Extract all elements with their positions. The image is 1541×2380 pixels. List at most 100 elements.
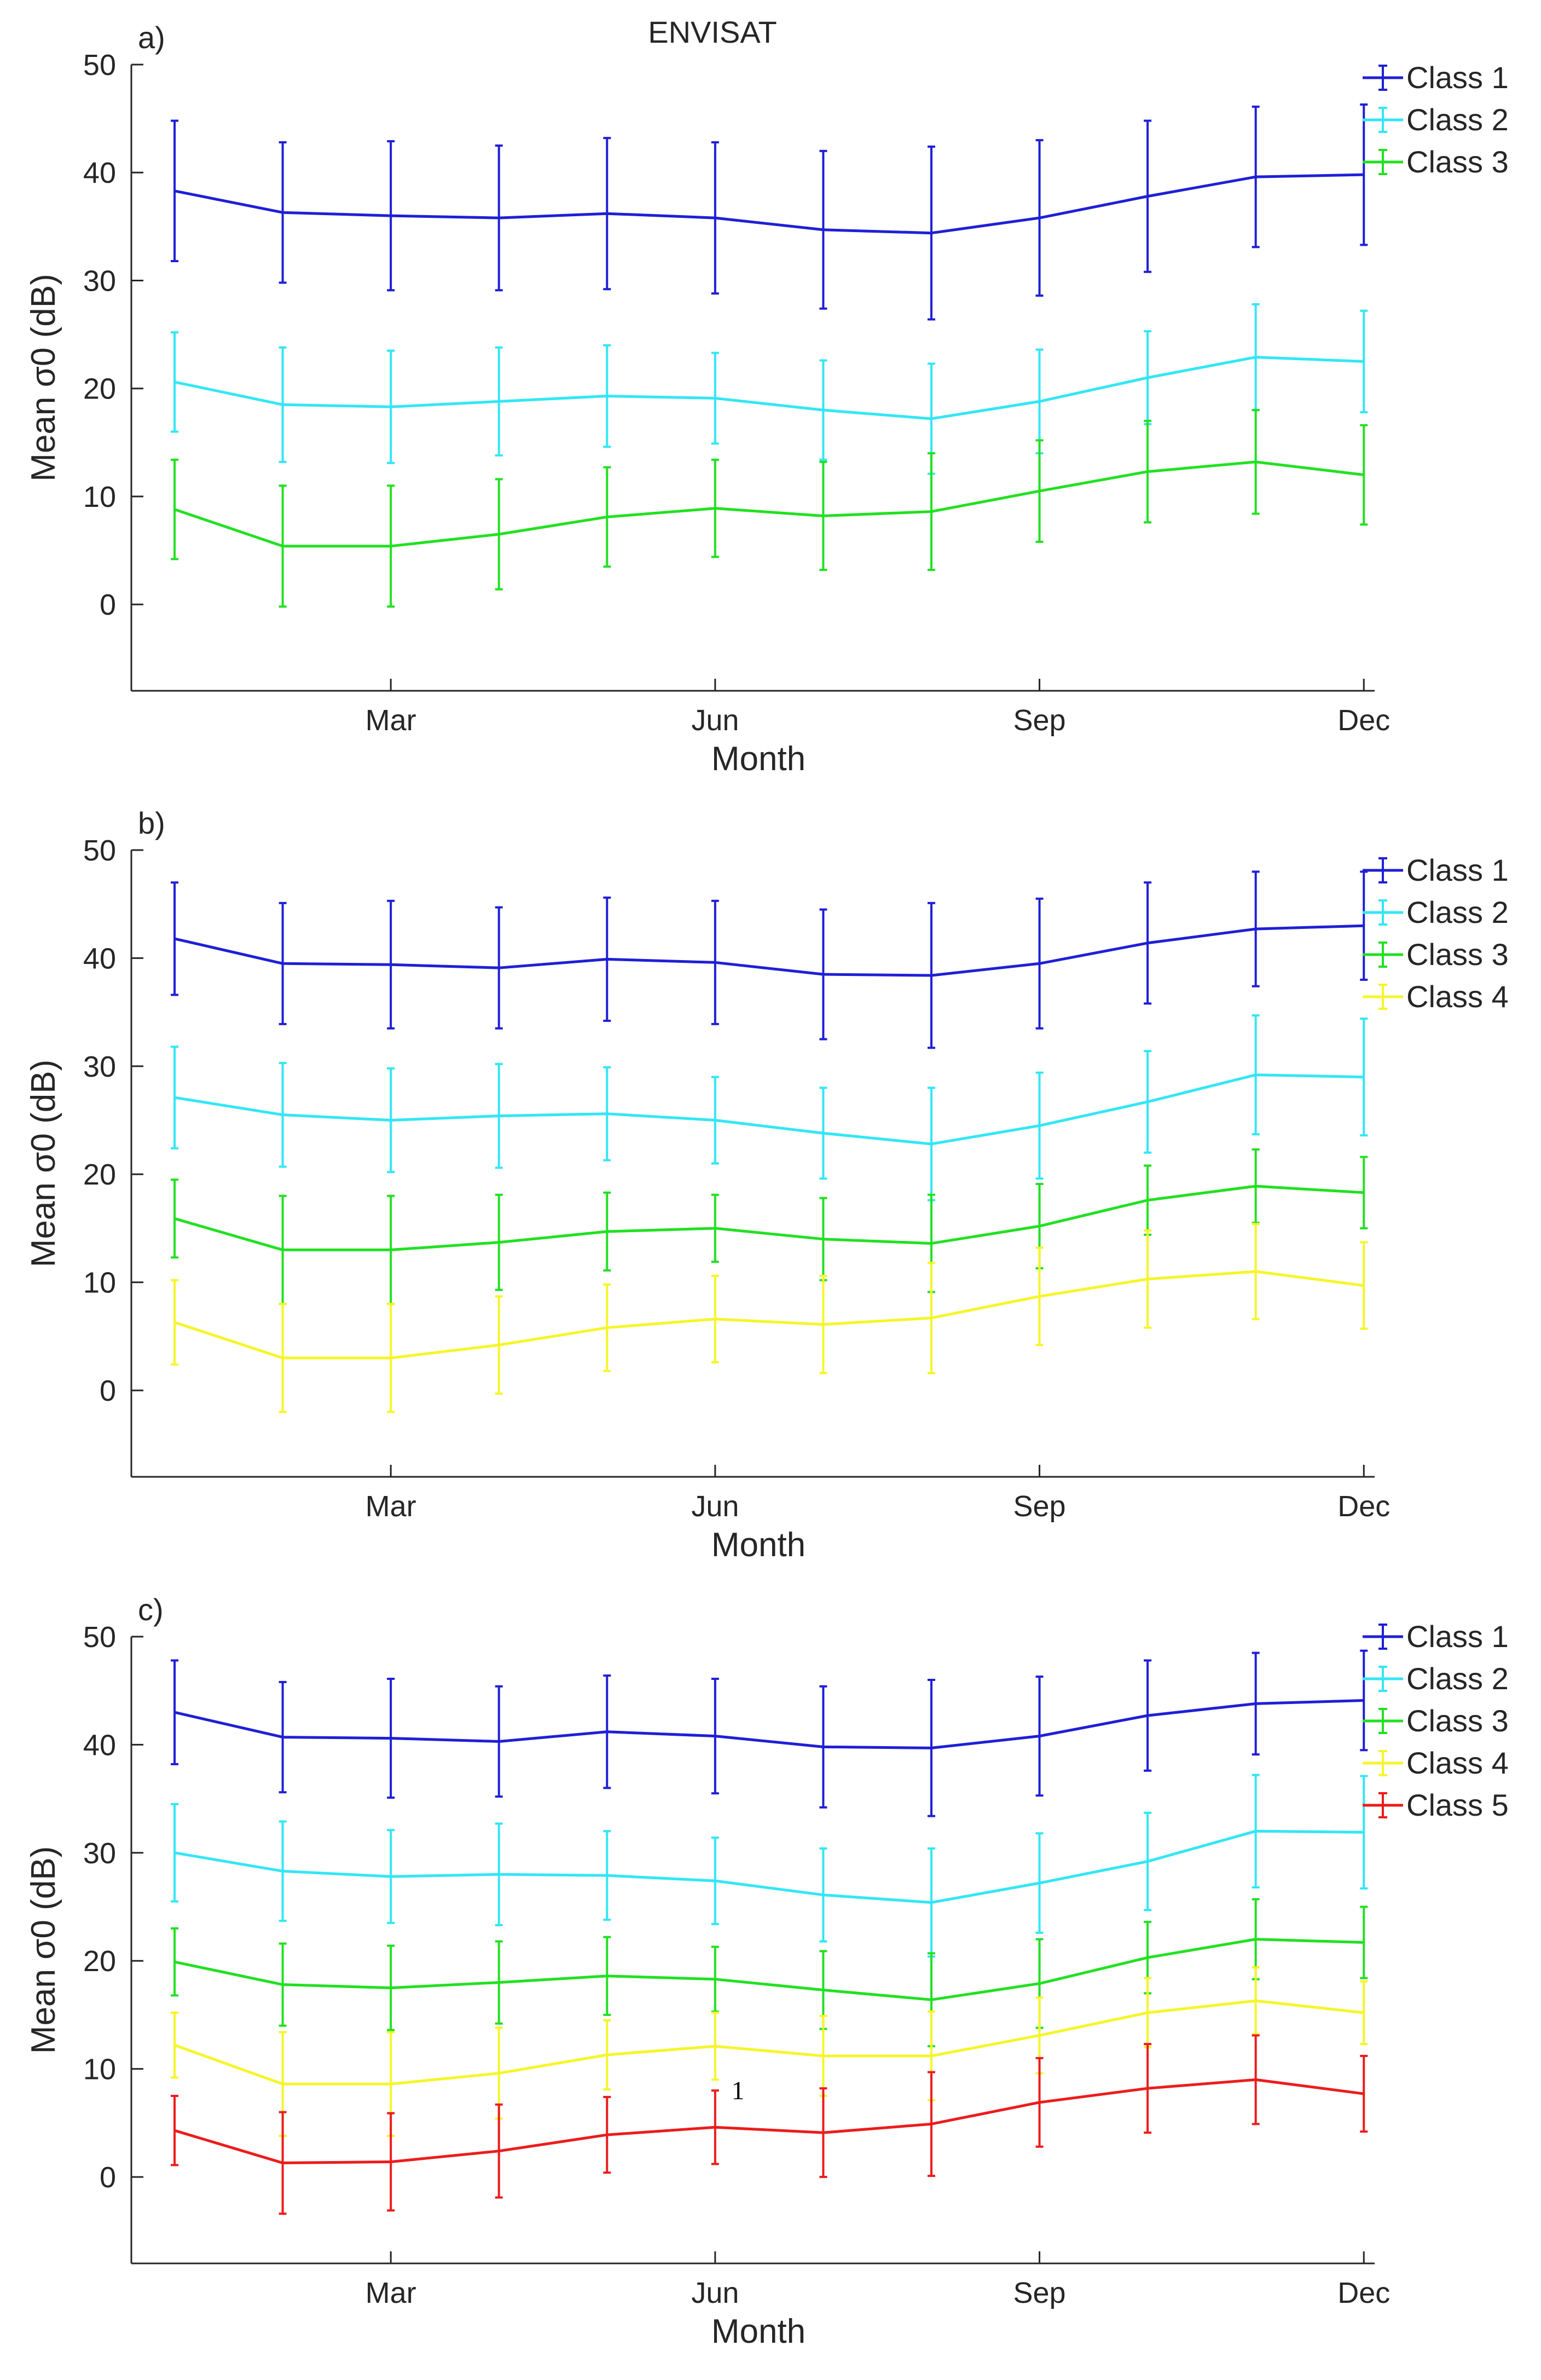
series-line [174, 1185, 1364, 1251]
data-point [498, 2150, 500, 2152]
data-point [1147, 471, 1149, 472]
data-point [1039, 401, 1040, 402]
legend-label: Class 1 [1406, 60, 1509, 95]
series-class-4 [171, 1223, 1368, 1413]
data-point [1039, 2035, 1040, 2036]
data-point [1363, 1192, 1365, 1193]
data-point [1363, 1285, 1365, 1286]
data-point [606, 1731, 608, 1732]
data-point [282, 404, 283, 406]
data-point [390, 2083, 392, 2085]
data-point [498, 217, 500, 219]
data-point [714, 397, 716, 399]
data-point [714, 217, 716, 219]
data-point [282, 1114, 283, 1116]
data-point [174, 1321, 176, 1323]
series-class-2 [171, 1014, 1368, 1201]
y-tick-label: 30 [83, 1837, 116, 1870]
data-point [930, 2055, 932, 2056]
data-point [498, 967, 500, 969]
series-class-3 [171, 1148, 1368, 1305]
chart-panel-2: 0 10 20 30 40 50 Mar Jun Sep Dec Month Mean σ0 (dB)… [25, 806, 1509, 1564]
data-point [390, 1737, 392, 1739]
legend-label: Class 2 [1406, 102, 1509, 137]
data-point [1363, 1832, 1365, 1833]
legend-label: Class 1 [1406, 1619, 1509, 1654]
data-point [1039, 1882, 1040, 1884]
series-class-3 [171, 409, 1368, 608]
series-line [174, 1270, 1364, 1360]
series-line [174, 1999, 1364, 2086]
data-point [282, 1249, 283, 1251]
series-line [174, 1938, 1364, 2001]
data-point [930, 1747, 932, 1749]
data-point [930, 1143, 932, 1145]
data-point [714, 962, 716, 963]
data-point [498, 401, 500, 402]
data-point [1255, 928, 1256, 930]
y-tick-label: 30 [83, 1050, 116, 1083]
legend-label: Class 2 [1406, 1661, 1509, 1696]
data-point [930, 2123, 932, 2125]
data-point [1147, 2088, 1149, 2089]
data-point [1147, 942, 1149, 944]
y-tick-label: 20 [83, 1158, 116, 1191]
data-point [1147, 195, 1149, 197]
data-point [1039, 2101, 1040, 2103]
data-point [282, 545, 283, 547]
data-point [822, 1238, 824, 1240]
x-tick-label: Dec [1337, 704, 1390, 737]
data-point [1039, 1226, 1040, 1227]
legend-label: Class 3 [1406, 937, 1509, 972]
x-tick-label: Sep [1013, 2277, 1066, 2309]
x-tick-label: Jun [691, 2277, 739, 2309]
data-point [1255, 461, 1256, 463]
data-point [1363, 925, 1365, 927]
x-tick-label: Sep [1013, 704, 1066, 737]
data-point [714, 1978, 716, 1980]
series-class-4 [171, 1966, 1368, 2138]
data-point [1147, 2012, 1149, 2013]
data-point [714, 2046, 716, 2047]
data-point [930, 1317, 932, 1319]
data-point [1147, 1101, 1149, 1102]
legend-label: Class 1 [1406, 853, 1509, 887]
data-point [1255, 1703, 1256, 1705]
data-point [822, 515, 824, 517]
data-point [606, 1327, 608, 1328]
series-line [174, 1073, 1364, 1146]
legend-item: Class 1 [1363, 853, 1509, 887]
data-point [930, 1902, 932, 1903]
data-point [1039, 1125, 1040, 1127]
data-point [822, 229, 824, 230]
data-point [714, 1318, 716, 1320]
annotation: 1 [731, 2076, 744, 2105]
data-point [606, 1875, 608, 1876]
data-point [498, 1115, 500, 1117]
data-point [1363, 2012, 1365, 2013]
data-point [606, 395, 608, 397]
data-point [390, 964, 392, 966]
data-point [390, 545, 392, 547]
data-point [1363, 2093, 1365, 2095]
data-point [714, 1735, 716, 1737]
legend-item: Class 2 [1363, 895, 1509, 929]
data-point [606, 2134, 608, 2136]
figure-title: ENVISAT [648, 15, 777, 49]
legend: Class 1 Class 2 Class 3 Class 4 Class 5 [1363, 1619, 1509, 1822]
data-point [822, 974, 824, 975]
data-point [282, 1357, 283, 1359]
data-point [174, 2044, 176, 2046]
data-point [1039, 963, 1040, 964]
data-point [606, 213, 608, 215]
legend-label: Class 5 [1406, 1788, 1509, 1822]
data-point [1255, 1830, 1256, 1832]
data-point [390, 406, 392, 408]
x-tick-label: Sep [1013, 1490, 1066, 1523]
panel-label: b) [138, 806, 165, 840]
data-point [390, 1119, 392, 1121]
y-tick-label: 30 [83, 264, 116, 297]
y-axis-title: Mean σ0 (dB) [25, 274, 62, 481]
y-tick-label: 40 [83, 1729, 116, 1761]
